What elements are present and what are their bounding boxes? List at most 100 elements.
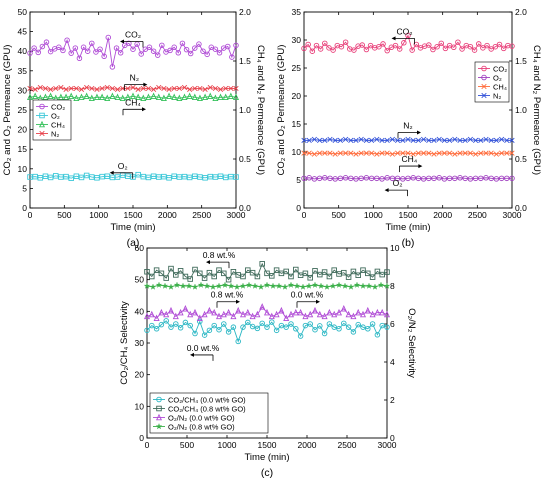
data-point — [84, 84, 90, 91]
data-point — [124, 93, 131, 101]
data-point — [185, 282, 193, 289]
data-point — [35, 49, 41, 56]
data-point — [355, 272, 361, 278]
y-tick-label: 40 — [135, 306, 145, 316]
legend-entry: CH₄ — [493, 82, 507, 91]
data-point — [360, 324, 366, 330]
legend-marker — [156, 405, 162, 412]
data-point — [410, 137, 416, 143]
x-tick-label: 500 — [332, 210, 346, 220]
legend-marker — [39, 112, 45, 119]
data-point — [99, 85, 105, 92]
panel-c: 0 500 1000 1500 2000 2500 30000102030405060024… — [119, 243, 417, 479]
data-point — [331, 310, 338, 318]
data-point — [496, 41, 503, 48]
data-point — [396, 46, 403, 52]
data-point — [321, 269, 328, 275]
data-point — [484, 42, 490, 49]
data-point — [321, 330, 328, 337]
data-point — [217, 93, 224, 101]
y2-tick-label: 1.5 — [239, 56, 251, 66]
annotation-label: CO₂ — [125, 29, 141, 39]
data-point — [166, 92, 173, 100]
data-point — [187, 276, 193, 282]
data-point — [413, 41, 420, 48]
data-point — [171, 85, 177, 92]
data-point — [221, 270, 227, 277]
data-point — [114, 93, 121, 101]
data-point — [452, 136, 458, 143]
y2-tick-label: 1.5 — [515, 56, 527, 66]
series-2 — [301, 175, 515, 182]
data-point — [483, 150, 489, 156]
data-point — [225, 308, 232, 316]
x-tick-label: 1000 — [218, 440, 237, 450]
data-point — [233, 42, 239, 49]
data-point — [369, 310, 376, 318]
data-point — [221, 321, 227, 327]
data-point — [155, 281, 163, 289]
data-point — [215, 282, 223, 289]
data-point — [177, 308, 184, 316]
data-point — [191, 93, 198, 101]
legend-entry: O₂ — [51, 111, 60, 120]
data-point — [73, 94, 80, 101]
data-point — [171, 173, 177, 179]
data-point — [457, 150, 463, 156]
data-point — [192, 266, 198, 273]
data-point — [302, 322, 309, 329]
data-point — [182, 305, 189, 312]
data-point — [441, 150, 448, 156]
data-point — [135, 93, 142, 101]
data-point — [426, 137, 432, 143]
data-point — [225, 276, 232, 283]
data-point — [149, 273, 155, 280]
legend-entry: O₂/N₂ (0.8 wt% GO) — [168, 422, 235, 431]
data-point — [104, 84, 110, 91]
data-point — [240, 273, 246, 280]
data-point — [150, 173, 157, 179]
data-point — [492, 43, 499, 50]
data-point — [158, 270, 165, 277]
data-point — [89, 85, 95, 92]
series-1 — [27, 34, 239, 70]
panel-a: 0 500 1000 1500 2000 2500 3000 0 5 10 15 20 25 30 35 40… — [2, 7, 266, 249]
data-point — [467, 136, 474, 143]
y2-tick-label: 6 — [390, 319, 395, 329]
data-point — [187, 86, 193, 93]
annotation-label: O₂ — [393, 178, 403, 188]
data-point — [368, 150, 375, 156]
data-point — [327, 150, 333, 156]
data-point — [493, 151, 500, 157]
data-point — [239, 282, 247, 289]
y-axis-label: CO₂ and O₂ Permeance (GPU) — [276, 45, 287, 176]
data-point — [311, 306, 319, 314]
data-point — [498, 136, 505, 143]
data-point — [39, 43, 46, 50]
x-tick-label: 3000 — [503, 210, 522, 220]
y2-tick-label: 1.0 — [239, 105, 251, 115]
annotation-head — [143, 82, 148, 87]
data-point — [156, 84, 162, 91]
data-point — [37, 175, 44, 181]
data-point — [472, 137, 479, 143]
data-point — [278, 322, 285, 329]
annotation-head — [120, 39, 124, 44]
data-point — [43, 39, 50, 45]
data-point — [420, 176, 427, 182]
data-point — [216, 326, 222, 333]
data-point — [216, 50, 223, 56]
data-point — [273, 267, 280, 273]
annotation-head — [109, 170, 114, 175]
data-point — [452, 175, 458, 182]
data-point — [327, 136, 333, 143]
x-tick-label: 2500 — [338, 440, 357, 450]
data-point — [509, 43, 515, 49]
annotation-head — [236, 299, 240, 304]
data-point — [306, 137, 312, 143]
data-point — [125, 173, 131, 179]
data-point — [410, 151, 416, 157]
data-point — [504, 137, 510, 143]
data-point — [353, 176, 359, 182]
data-point — [114, 86, 121, 93]
